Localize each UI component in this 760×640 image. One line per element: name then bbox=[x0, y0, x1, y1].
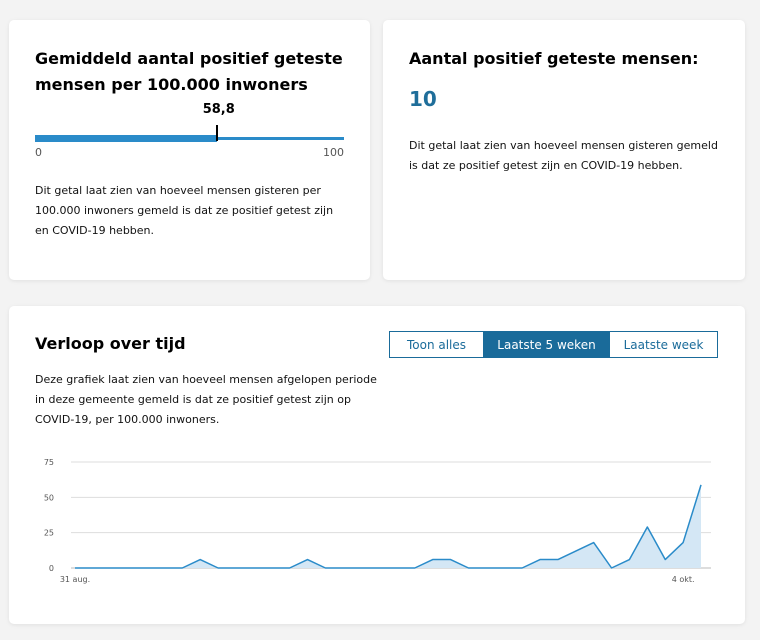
x-tick-label-0: 31 aug. bbox=[60, 575, 90, 584]
average-value-label: 58,8 bbox=[202, 102, 235, 117]
time-range-toggle-group: Toon alles Laatste 5 weken Laatste week bbox=[389, 331, 718, 358]
average-card-title: Gemiddeld aantal positief geteste mensen… bbox=[35, 49, 343, 94]
trend-card: Verloop over tijd Toon alles Laatste 5 w… bbox=[9, 306, 745, 624]
toggle-show-all-button[interactable]: Toon alles bbox=[390, 332, 483, 357]
series-line bbox=[75, 484, 702, 569]
average-card: Gemiddeld aantal positief geteste mensen… bbox=[9, 20, 370, 280]
y-tick-label-50: 50 bbox=[44, 493, 54, 502]
trend-card-title: Verloop over tijd bbox=[35, 334, 186, 353]
scale-min-label: 0 bbox=[35, 146, 42, 159]
toggle-last-5-weeks-button[interactable]: Laatste 5 weken bbox=[483, 332, 609, 357]
trend-card-description: Deze grafiek laat zien van hoeveel mense… bbox=[35, 373, 377, 426]
y-tick-label-25: 25 bbox=[44, 529, 54, 538]
average-value-marker bbox=[215, 125, 218, 141]
trend-chart: 0 25 50 75 31 aug. 4 okt. bbox=[44, 458, 711, 584]
count-value: 10 bbox=[409, 87, 437, 111]
series-area-fill bbox=[75, 484, 701, 568]
average-card-description: Dit getal laat zien van hoeveel mensen g… bbox=[35, 184, 334, 237]
scale-max-label: 100 bbox=[323, 146, 344, 159]
average-scale-fill bbox=[35, 135, 217, 142]
x-tick-label-34: 4 okt. bbox=[672, 575, 695, 584]
count-card-description: Dit getal laat zien van hoeveel mensen g… bbox=[409, 139, 718, 172]
y-tick-label-75: 75 bbox=[44, 458, 54, 467]
y-tick-label-0: 0 bbox=[49, 564, 54, 573]
count-card-title: Aantal positief geteste mensen: bbox=[409, 49, 699, 68]
toggle-last-week-button[interactable]: Laatste week bbox=[609, 332, 717, 357]
count-card: Aantal positief geteste mensen: 10 Dit g… bbox=[383, 20, 745, 280]
